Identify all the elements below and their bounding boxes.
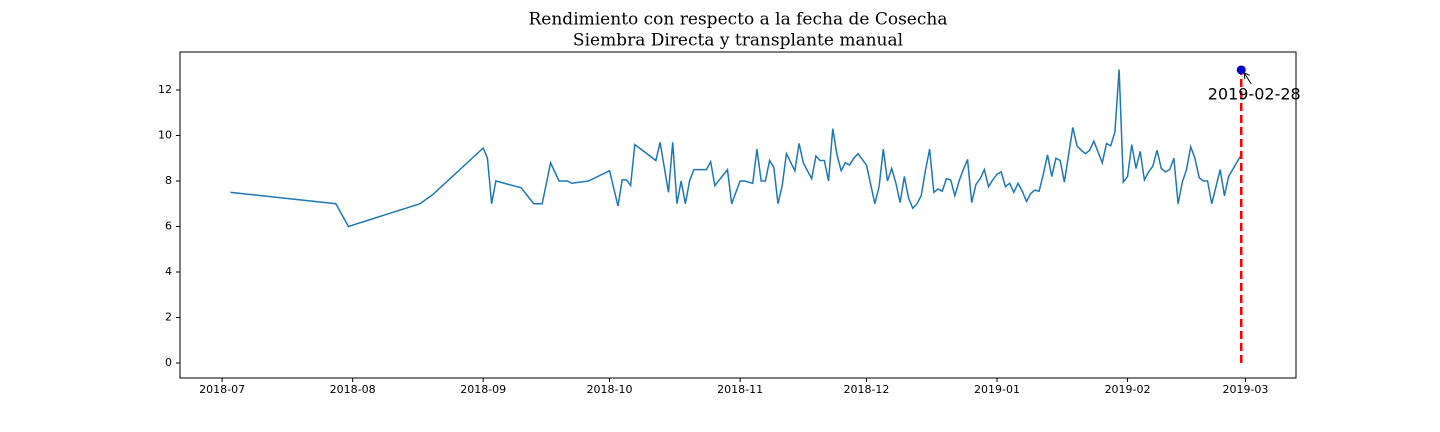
x-tick-label: 2018-08 [330, 383, 376, 396]
y-tick-label: 6 [165, 219, 172, 232]
y-tick-label: 10 [158, 128, 172, 141]
y-tick-label: 8 [165, 174, 172, 187]
x-tick-label: 2019-02 [1105, 383, 1151, 396]
y-tick-label: 0 [165, 356, 172, 369]
annotation-arrow [1243, 72, 1252, 85]
y-tick-label: 4 [165, 265, 172, 278]
line-series [230, 69, 1242, 228]
y-tick-label: 12 [158, 83, 172, 96]
x-tick-label: 2018-12 [843, 383, 889, 396]
chart-subtitle: Siembra Directa y transplante manual [573, 31, 903, 51]
annotation-label: 2019-02-28 [1208, 84, 1301, 103]
x-tick-label: 2018-09 [460, 383, 506, 396]
x-tick-label: 2019-03 [1222, 383, 1268, 396]
plot-frame [179, 51, 1297, 379]
chart-title: Rendimiento con respecto a la fecha de C… [529, 10, 948, 30]
x-tick-label: 2018-11 [717, 383, 763, 396]
x-tick-label: 2018-10 [587, 383, 633, 396]
y-tick-label: 2 [165, 310, 172, 323]
x-tick-label: 2019-01 [974, 383, 1020, 396]
x-tick-label: 2018-07 [199, 383, 245, 396]
highlight-point [1236, 65, 1246, 75]
